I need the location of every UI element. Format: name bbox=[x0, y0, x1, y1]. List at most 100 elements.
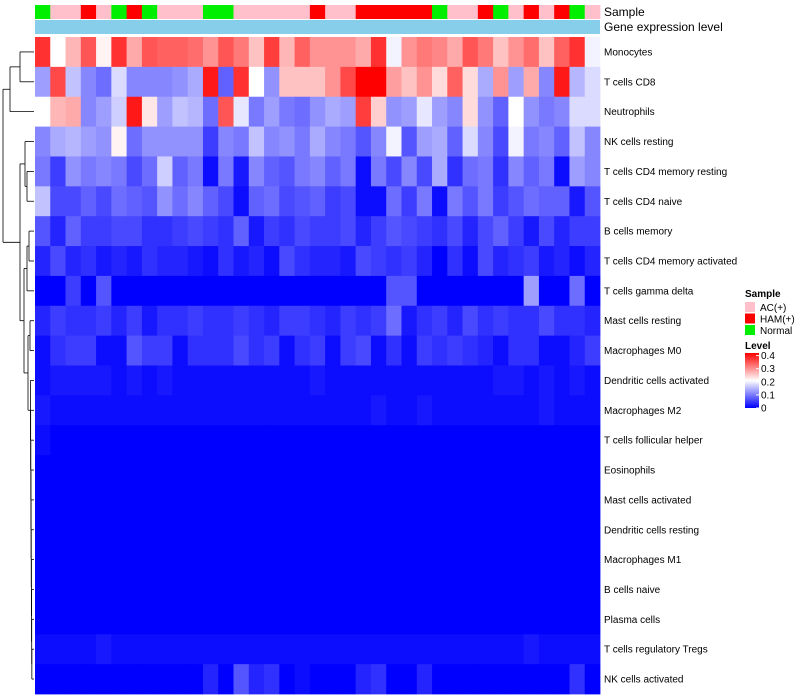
heatmap-cell bbox=[477, 664, 494, 695]
heatmap-cell bbox=[126, 484, 143, 516]
heatmap-cell bbox=[172, 604, 189, 635]
heatmap-cell bbox=[141, 544, 158, 575]
heatmap-cell bbox=[370, 514, 387, 546]
row-label: T cells CD8 bbox=[604, 77, 656, 88]
heatmap-cell bbox=[523, 514, 540, 546]
heatmap-cell bbox=[50, 305, 66, 337]
heatmap-cell bbox=[202, 37, 219, 68]
heatmap-cell bbox=[96, 395, 112, 426]
heatmap-cell bbox=[584, 246, 601, 277]
heatmap-cell bbox=[538, 514, 555, 546]
heatmap-cell bbox=[462, 544, 479, 575]
heatmap-cell bbox=[462, 126, 479, 157]
heatmap-cell bbox=[447, 395, 463, 426]
heatmap-cell bbox=[325, 186, 341, 217]
heatmap-cell bbox=[401, 156, 418, 187]
heatmap-cell bbox=[493, 246, 509, 277]
heatmap-cell bbox=[65, 544, 82, 575]
heatmap-cell bbox=[233, 604, 250, 635]
heatmap-cell bbox=[96, 96, 112, 127]
heatmap-cell bbox=[264, 156, 280, 187]
heatmap-cell bbox=[172, 156, 189, 187]
heatmap-cell bbox=[416, 126, 433, 157]
heatmap-cell bbox=[477, 455, 494, 486]
heatmap-cell bbox=[65, 514, 82, 546]
heatmap-cell bbox=[432, 484, 448, 516]
heatmap-cell bbox=[202, 455, 219, 486]
heatmap-cell bbox=[80, 455, 97, 486]
heatmap-cell bbox=[187, 216, 204, 247]
heatmap-cell bbox=[187, 664, 204, 695]
heatmap-cell bbox=[340, 455, 357, 486]
heatmap-cell bbox=[462, 514, 479, 546]
heatmap-cell bbox=[554, 484, 570, 516]
heatmap-cell bbox=[233, 544, 250, 575]
heatmap-cell bbox=[386, 246, 402, 277]
heatmap-cell bbox=[80, 604, 97, 635]
heatmap-cell bbox=[416, 514, 433, 546]
heatmap-cell bbox=[233, 37, 250, 68]
heatmap-cell bbox=[432, 455, 448, 486]
heatmap-cell bbox=[111, 96, 128, 127]
heatmap-cell bbox=[340, 514, 357, 546]
heatmap-cell bbox=[340, 395, 357, 426]
heatmap-cell bbox=[538, 544, 555, 575]
heatmap-cell bbox=[432, 395, 448, 426]
heatmap-cell bbox=[477, 96, 494, 127]
heatmap-cell bbox=[340, 216, 357, 247]
heatmap-cell bbox=[96, 156, 112, 187]
heatmap-cell bbox=[432, 96, 448, 127]
heatmap-cell bbox=[172, 514, 189, 546]
heatmap-cell bbox=[248, 66, 265, 98]
heatmap-cell bbox=[508, 634, 525, 665]
sample-annotation-cell bbox=[416, 5, 433, 19]
heatmap-cell bbox=[355, 604, 372, 635]
sample-annotation-cell bbox=[50, 5, 66, 19]
heatmap-cell bbox=[447, 156, 463, 187]
heatmap-cell bbox=[279, 66, 295, 98]
heatmap-cell bbox=[111, 37, 128, 68]
heatmap-cell bbox=[202, 126, 219, 157]
heatmap-cell bbox=[309, 66, 326, 98]
heatmap-cell bbox=[35, 514, 51, 546]
heatmap-cell bbox=[584, 156, 601, 187]
heatmap-cell bbox=[416, 425, 433, 456]
heatmap-cell bbox=[462, 66, 479, 98]
heatmap-cell bbox=[447, 305, 463, 337]
heatmap-cells bbox=[35, 37, 601, 695]
heatmap-cell bbox=[172, 365, 189, 396]
heatmap-cell bbox=[355, 574, 372, 605]
heatmap-cell bbox=[340, 37, 357, 68]
heatmap-cell bbox=[141, 305, 158, 337]
heatmap-cell bbox=[50, 484, 66, 516]
sample-annotation-cell bbox=[432, 5, 448, 19]
heatmap-cell bbox=[584, 216, 601, 247]
sample-annotation-cell bbox=[126, 5, 143, 19]
heatmap-cell bbox=[264, 365, 280, 396]
heatmap-cell bbox=[493, 544, 509, 575]
heatmap-cell bbox=[218, 365, 234, 396]
heatmap-cell bbox=[264, 514, 280, 546]
heatmap-cell bbox=[279, 186, 295, 217]
heatmap-cell bbox=[447, 365, 463, 396]
heatmap-cell bbox=[340, 335, 357, 366]
heatmap-cell bbox=[477, 216, 494, 247]
heatmap-cell bbox=[80, 186, 97, 217]
legend-tick-label: 0.3 bbox=[761, 364, 775, 375]
heatmap-cell bbox=[233, 574, 250, 605]
heatmap-cell bbox=[401, 275, 418, 307]
heatmap-cell bbox=[370, 246, 387, 277]
heatmap-cell bbox=[248, 484, 265, 516]
heatmap-cell bbox=[126, 186, 143, 217]
heatmap-cell bbox=[370, 96, 387, 127]
legend-swatch bbox=[745, 313, 755, 324]
heatmap-cell bbox=[523, 216, 540, 247]
heatmap-cell bbox=[325, 216, 341, 247]
heatmap-cell bbox=[202, 156, 219, 187]
heatmap-cell bbox=[218, 186, 234, 217]
heatmap-cell bbox=[401, 544, 418, 575]
heatmap-cell bbox=[493, 365, 509, 396]
heatmap-cell bbox=[340, 305, 357, 337]
heatmap-cell bbox=[309, 96, 326, 127]
heatmap-cell bbox=[80, 365, 97, 396]
